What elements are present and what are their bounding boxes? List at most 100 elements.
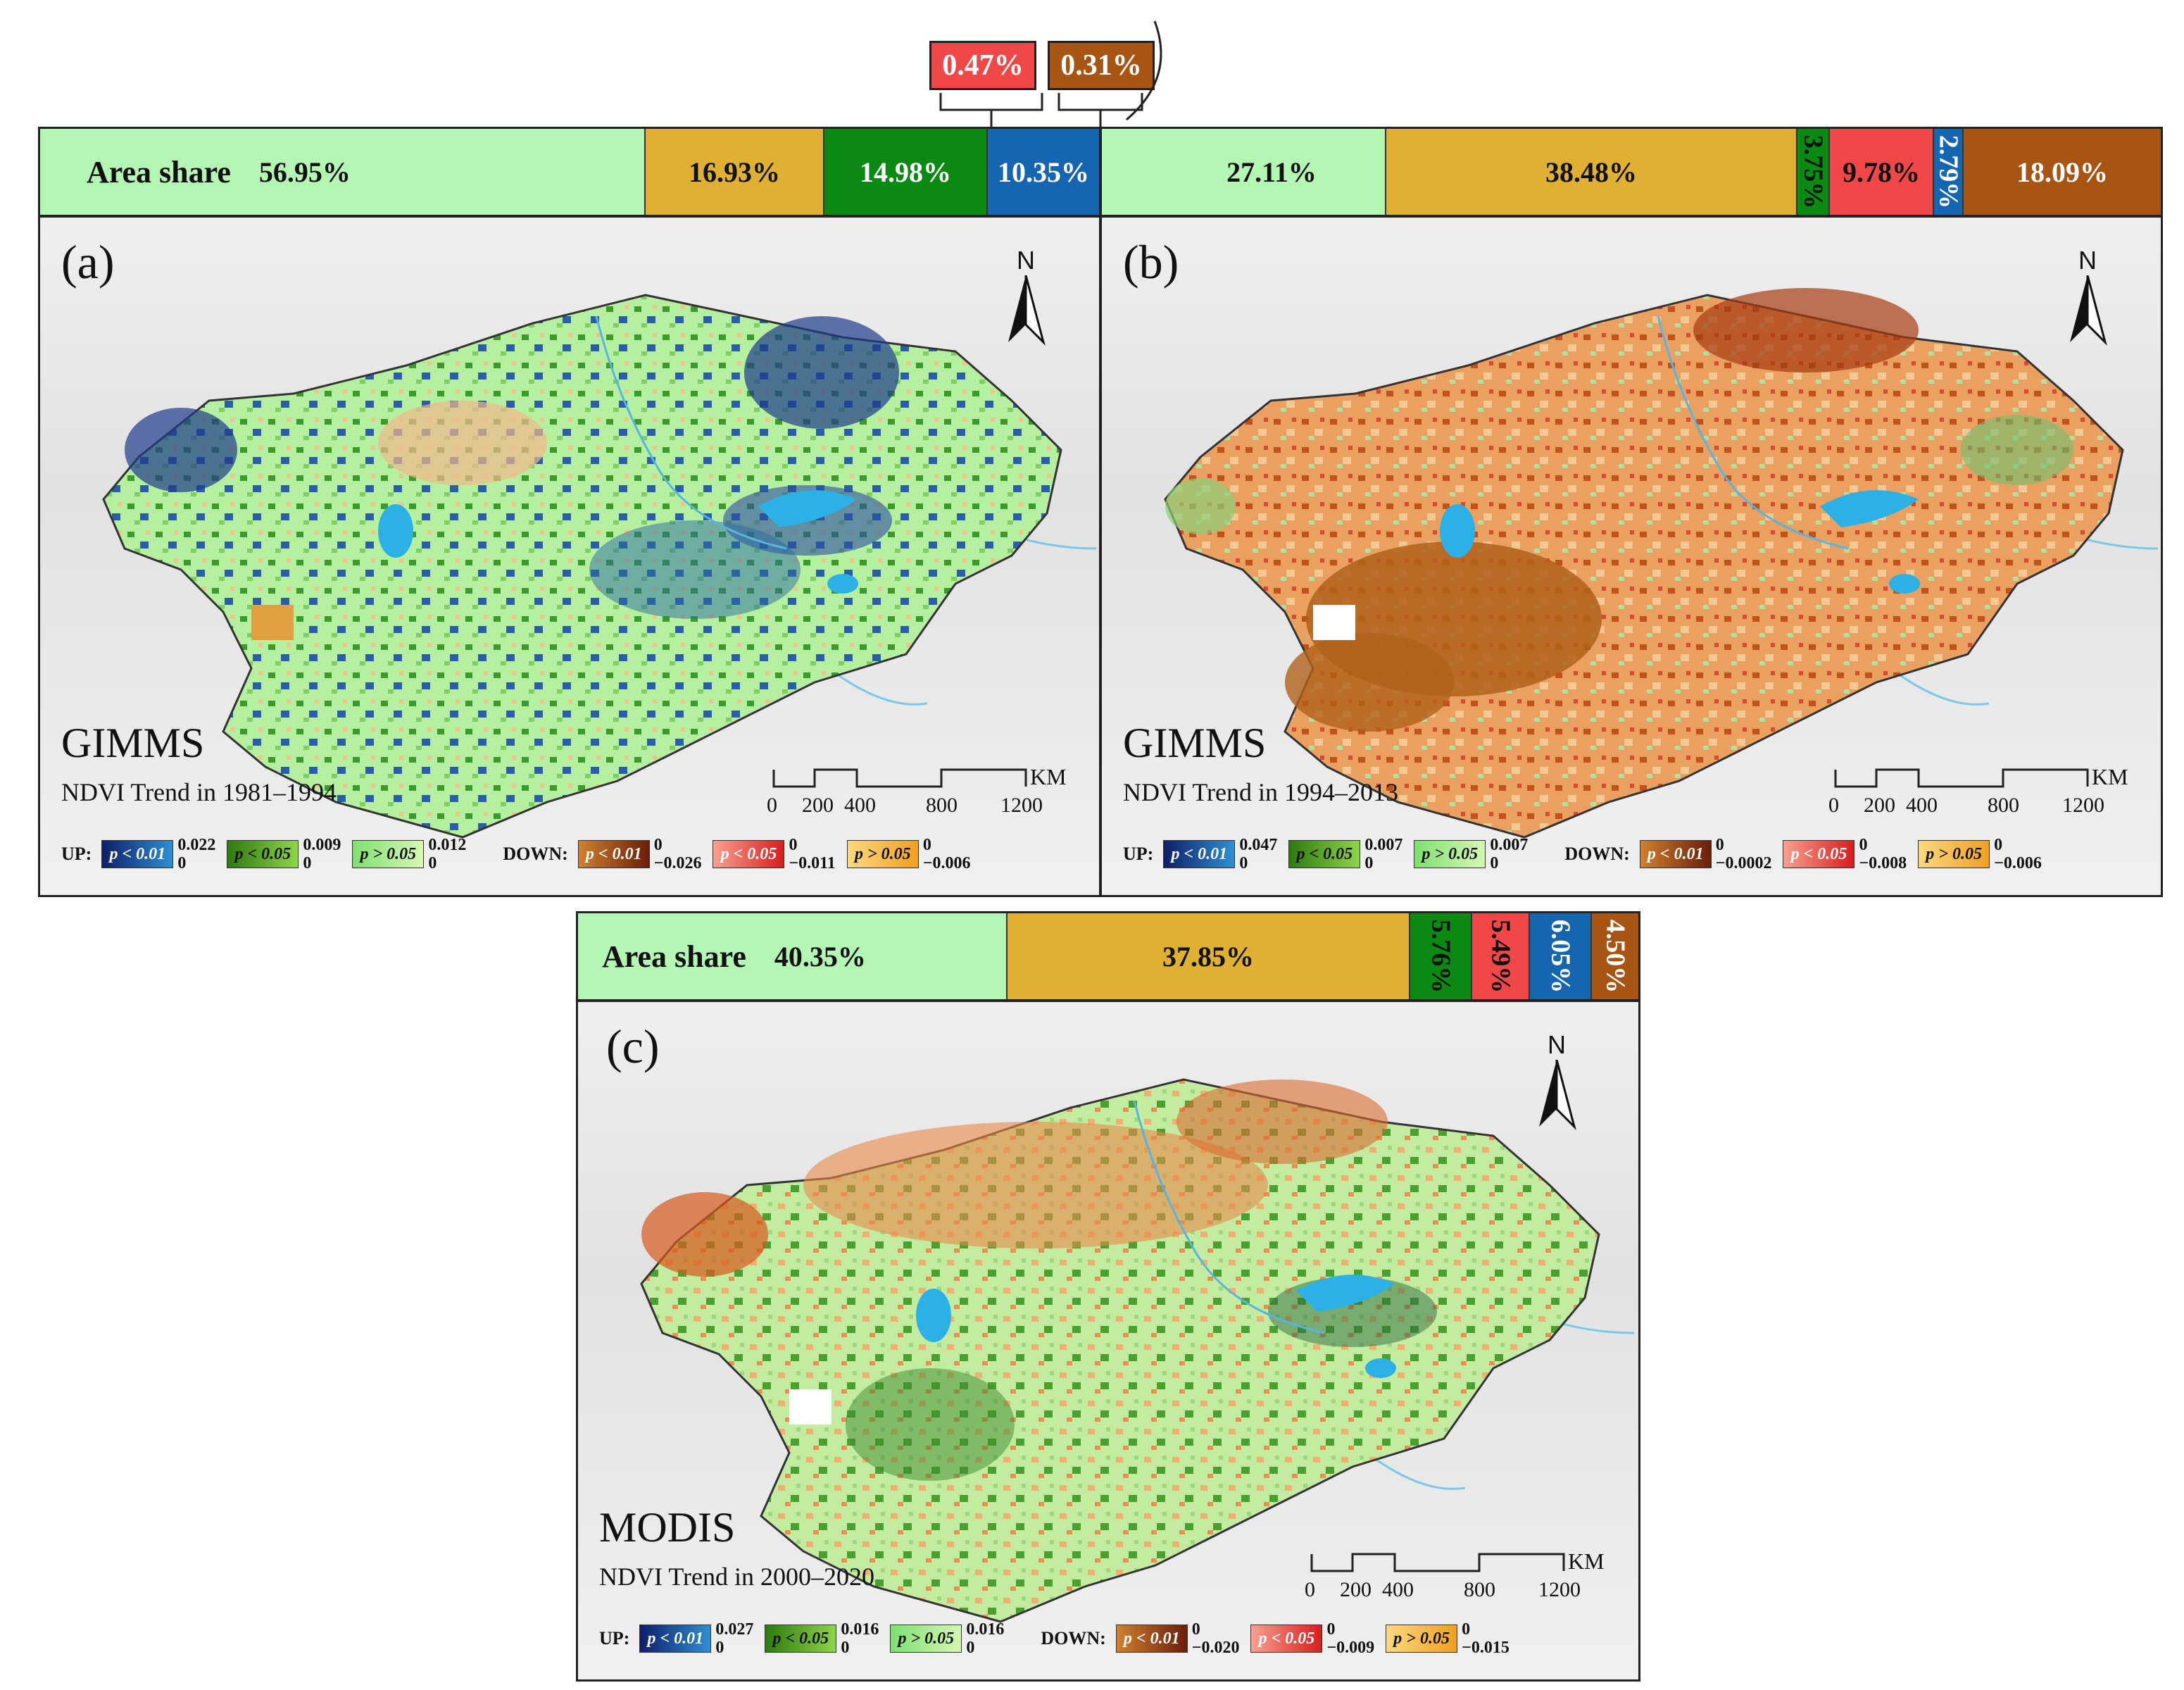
scale-unit-a: KM [1030, 764, 1067, 789]
share-c-6-value: 4.50% [1600, 919, 1630, 994]
range-max: 0 [1994, 836, 2003, 854]
legend-down-pgt005-range-c: 0 −0.015 [1462, 1620, 1510, 1657]
dataset-name-b: GIMMS [1123, 720, 1267, 766]
legend-up-pgt005-b: p > 0.05 [1414, 840, 1486, 868]
panel-letter-c: (c) [606, 1020, 660, 1073]
share-b-1-value: 27.11% [1226, 156, 1317, 188]
legend-up-pgt005-a: p > 0.05 [352, 840, 425, 868]
callout-brown-value: 0.31% [1060, 49, 1142, 82]
range-min: −0.020 [1191, 1639, 1240, 1657]
scale-tick-a-3: 800 [926, 794, 958, 817]
legend-down-p001-range-c: 0 −0.020 [1192, 1620, 1240, 1657]
scale-bar-c: KM 0 200 400 800 1200 [1303, 1548, 1634, 1615]
share-seg-c-5: 6.05% [1530, 913, 1592, 999]
share-c-4-value: 5.49% [1486, 919, 1515, 994]
share-seg-a-2: 16.93% [646, 129, 824, 215]
legend-down-label-c: DOWN: [1041, 1628, 1106, 1648]
range-max: 0.009 [303, 836, 341, 854]
scale-tick-b-0: 0 [1828, 794, 1839, 817]
range-min: 0 [303, 854, 312, 872]
legend-down-p005-c: p < 0.05 [1250, 1625, 1323, 1653]
range-max: 0.007 [1364, 836, 1403, 854]
legend-down-pgt005-a: p > 0.05 [846, 840, 919, 868]
scale-tick-a-4: 1200 [1000, 794, 1043, 817]
ndvi-trend-map-c [640, 1078, 1635, 1623]
legend-a: UP: p < 0.01 0.022 0 p < 0.05 0.009 0 p > … [61, 836, 982, 872]
legend-down-pgt005-range-a: 0 −0.006 [923, 836, 971, 872]
share-a-3-value: 14.98% [860, 156, 951, 188]
share-seg-c-6: 4.50% [1592, 913, 1638, 999]
scale-tick-b-2: 400 [1906, 794, 1938, 817]
range-max: 0 [922, 836, 931, 854]
legend-up-p001-c: p < 0.01 [639, 1625, 712, 1653]
range-min: −0.026 [653, 854, 702, 872]
share-seg-b-5: 2.79% [1934, 129, 1964, 215]
share-a-4-value: 10.35% [998, 156, 1089, 188]
scale-bar-a: KM 0 200 400 800 1200 [765, 764, 1096, 830]
scale-tick-b-1: 200 [1864, 794, 1895, 817]
north-arrow-icon [1539, 1059, 1576, 1130]
range-max: 0 [1326, 1620, 1336, 1639]
legend-up-p001-range-a: 0.022 0 [177, 836, 215, 872]
legend-down-p001-range-a: 0 −0.026 [654, 836, 702, 872]
map-panel-a: (a) N GIMMS NDVI Trend in 1981–1994 KM 0… [38, 215, 1101, 897]
share-seg-b-6: 18.09% [1964, 129, 2161, 215]
legend-down-p001-a: p < 0.01 [577, 840, 650, 868]
region-outline-b [1164, 294, 2124, 839]
scale-tick-b-4: 1200 [2062, 794, 2104, 817]
range-min: 0 [1490, 854, 1499, 872]
legend-down-p001-c: p < 0.01 [1115, 1625, 1188, 1653]
legend-down-label-b: DOWN: [1564, 844, 1630, 864]
scale-tick-a-2: 400 [844, 794, 876, 817]
legend-down-pgt005-range-b: 0 −0.006 [1994, 836, 2042, 872]
legend-down-p005-range-c: 0 −0.009 [1326, 1620, 1374, 1657]
range-max: 0.016 [966, 1620, 1005, 1639]
legend-up-pgt005-range-a: 0.012 0 [428, 836, 466, 872]
map-subtitle-c: NDVI Trend in 2000–2020 [599, 1563, 875, 1591]
range-min: 0 [966, 1639, 975, 1657]
share-a-2-value: 16.93% [689, 156, 780, 188]
range-max: 0 [653, 836, 663, 854]
legend-c: UP: p < 0.01 0.027 0 p < 0.05 0.016 0 p > … [599, 1620, 1521, 1657]
share-c-3-value: 5.76% [1426, 919, 1455, 994]
share-seg-c-1: Area share 40.35% [578, 913, 1008, 999]
range-min: −0.006 [922, 854, 971, 872]
share-c-2-value: 37.85% [1162, 940, 1254, 972]
range-min: −0.008 [1859, 854, 1907, 872]
area-share-bar-b: 27.11% 38.48% 3.75% 9.78% 2.79% 18.09% [1100, 127, 2163, 217]
share-seg-b-4: 9.78% [1830, 129, 1934, 215]
range-min: 0 [841, 1639, 850, 1657]
legend-down-p005-a: p < 0.05 [713, 840, 785, 868]
map-panel-b: (b) N GIMMS NDVI Trend in 1994–2013 KM 0… [1100, 215, 2163, 897]
area-share-bar-c: Area share 40.35% 37.85% 5.76% 5.49% 6.0… [576, 911, 1640, 1001]
legend-up-p005-range-b: 0.007 0 [1364, 836, 1402, 872]
area-share-label-a: Area share [87, 154, 231, 189]
range-max: 0 [1859, 836, 1868, 854]
scale-unit-b: KM [2092, 764, 2128, 789]
share-seg-a-3: 14.98% [824, 129, 988, 215]
share-seg-a-4: 10.35% [988, 129, 1099, 215]
share-b-2-value: 38.48% [1545, 156, 1637, 188]
legend-up-p001-range-b: 0.047 0 [1239, 836, 1277, 872]
legend-down-p001-b: p < 0.01 [1639, 840, 1712, 868]
dataset-name-c: MODIS [599, 1504, 736, 1551]
north-arrow-a: N [998, 246, 1054, 352]
share-seg-b-3: 3.75% [1797, 129, 1830, 215]
legend-down-p005-range-a: 0 −0.011 [789, 836, 835, 872]
map-subtitle-b: NDVI Trend in 1994–2013 [1123, 778, 1399, 806]
share-c-5-value: 6.05% [1545, 919, 1575, 994]
range-min: −0.006 [1994, 854, 2042, 872]
map-subtitle-a: NDVI Trend in 1981–1994 [61, 778, 337, 806]
legend-up-p005-range-a: 0.009 0 [303, 836, 341, 872]
legend-down-pgt005-c: p > 0.05 [1386, 1625, 1458, 1653]
legend-down-p001-range-b: 0 −0.0002 [1716, 836, 1772, 872]
range-max: 0.047 [1239, 836, 1278, 854]
legend-up-pgt005-c: p > 0.05 [890, 1625, 962, 1653]
share-a-1-value: 56.95% [258, 156, 351, 188]
region-outline-a [102, 294, 1062, 839]
legend-up-p005-a: p < 0.05 [227, 840, 299, 868]
legend-up-p001-range-c: 0.027 0 [715, 1620, 753, 1657]
range-min: −0.011 [789, 854, 836, 872]
range-min: 0 [428, 854, 437, 872]
ndvi-trend-map-b [1164, 288, 2159, 839]
